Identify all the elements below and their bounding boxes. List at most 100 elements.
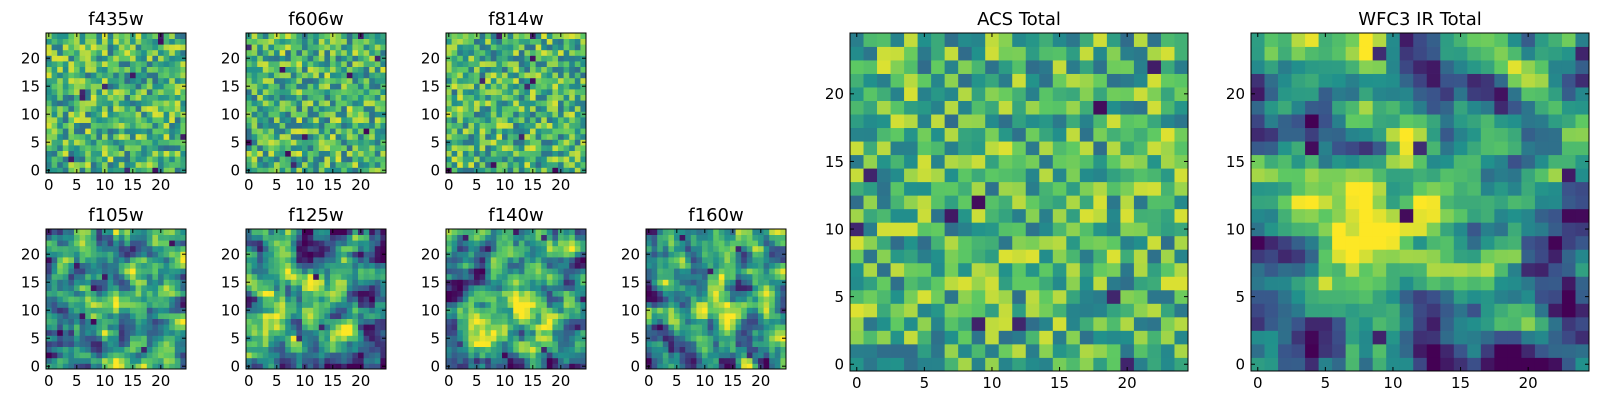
heatmap-cell [262,111,269,118]
heatmap-cell [68,89,75,95]
heatmap-cell [68,122,75,129]
heatmap-cell [552,167,559,174]
heatmap-cell [79,161,86,168]
heatmap-cell [546,145,553,151]
heatmap-cell [374,346,381,353]
heatmap-cell [674,257,680,263]
heatmap-cell [369,335,376,342]
heatmap-cell [502,145,508,151]
heatmap-cell [146,161,153,168]
heatmap-cell [268,341,275,347]
heatmap-cell [513,72,520,79]
heatmap-cell [446,128,452,135]
heatmap-cell [51,234,58,241]
heatmap-cell [651,279,658,286]
heatmap-cell [479,33,486,39]
heatmap-cell [917,154,932,169]
heatmap-cell [580,150,587,157]
heatmap-cell [457,273,464,280]
heatmap-cell [363,38,370,45]
heatmap-cell [507,363,514,370]
heatmap-cell [724,318,731,325]
heatmap-cell [552,268,559,275]
heatmap-cell [457,55,464,62]
heatmap-cell [971,195,986,210]
heatmap-cell [646,357,652,364]
heatmap-cell [302,318,308,325]
heatmap-cell [468,49,475,56]
heatmap-cell [552,38,559,45]
heatmap-cell [268,307,275,314]
heatmap-cell [62,139,69,146]
heatmap-cell [124,55,131,62]
heatmap-cell [246,301,252,308]
heatmap-cell [468,363,475,370]
heatmap-cell [958,249,973,264]
heatmap-cell [251,329,258,336]
heatmap-cell [352,55,359,62]
heatmap-cell [646,234,652,241]
heatmap-cell [374,329,381,336]
heatmap-cell [102,301,108,308]
heatmap-cell [346,105,353,112]
heatmap-cell [1039,343,1054,358]
heatmap-cell [863,303,878,318]
heatmap-cell [552,234,559,241]
heatmap-cell [496,357,503,364]
heatmap-cell [158,346,164,353]
heatmap-cell [580,161,587,168]
heatmap-cell [96,268,103,275]
heatmap-cell [169,111,176,118]
heatmap-cell [274,139,280,146]
heatmap-cell [74,122,80,129]
heatmap-cell [68,156,75,163]
heatmap-cell [330,285,336,291]
heatmap-cell [917,181,932,196]
heatmap-cell [79,251,86,258]
heatmap-cell [358,105,364,112]
heatmap-cell [290,240,297,247]
heatmap-cell [863,330,878,345]
heatmap-cell [141,156,148,163]
heatmap-cell [174,66,181,73]
heatmap-cell [307,72,314,79]
heatmap-cell [74,77,80,84]
heatmap-cell [774,268,781,275]
heatmap-cell [374,145,381,151]
heatmap-cell [468,100,475,107]
heatmap-cell [158,55,164,62]
heatmap-cell [374,66,381,73]
heatmap-cell [502,105,508,112]
heatmap-cell [169,117,176,123]
heatmap-cell [279,335,286,342]
heatmap-cell [496,285,503,291]
heatmap-cell [62,313,69,319]
heatmap-cell [324,150,331,157]
heatmap-cell [90,307,97,314]
heatmap-cell [457,156,464,163]
heatmap-cell [513,352,520,359]
heatmap-cell [118,117,125,123]
heatmap-cell [651,234,658,241]
heatmap-cell [451,150,458,157]
heatmap-cell [730,290,736,297]
heatmap-cell [462,150,469,157]
heatmap-cell [307,257,314,263]
heatmap-cell [102,105,108,112]
heatmap-cell [580,105,587,112]
heatmap-cell [57,100,64,107]
heatmap-cell [174,240,181,247]
heatmap-cell [330,139,336,146]
heatmap-cell [324,234,331,241]
heatmap-cell [518,66,525,73]
heatmap-cell [102,234,108,241]
heatmap-cell [774,346,781,353]
heatmap-cell [546,240,553,247]
heatmap-cell [651,341,658,347]
heatmap-cell [358,251,364,258]
heatmap-cell [363,33,370,39]
heatmap-cell [74,83,80,90]
heatmap-cell [85,111,92,118]
heatmap-cell [496,161,503,168]
heatmap-cell [730,346,736,353]
